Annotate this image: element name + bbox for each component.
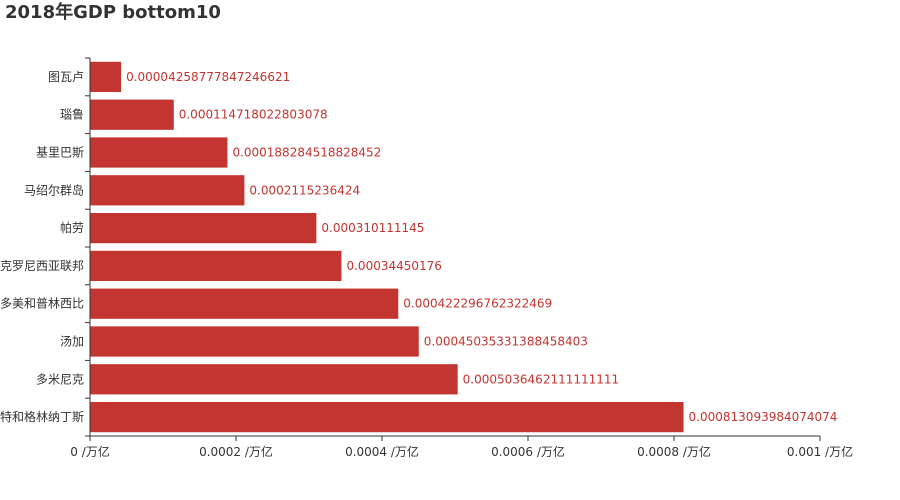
x-tick-label: 0.001 /万亿 — [787, 444, 853, 459]
bar-value-label: 0.00004258777847246621 — [126, 70, 290, 84]
y-tick-label: 瑙鲁 — [60, 108, 84, 122]
y-tick-label: 克罗尼西亚联邦 — [0, 259, 84, 273]
y-tick-label: 特和格林纳丁斯 — [0, 409, 84, 424]
x-tick-label: 0.0008 /万亿 — [637, 444, 711, 459]
x-tick-label: 0 /万亿 — [70, 444, 110, 459]
bar — [90, 137, 228, 168]
bar-value-label: 0.0005036462111111111 — [463, 372, 620, 386]
bar — [90, 364, 458, 395]
bar-value-label: 0.000114718022803078 — [179, 108, 328, 122]
bar-value-label: 0.000813093984074074 — [689, 410, 838, 424]
bar — [90, 288, 399, 319]
y-tick-label: 马绍尔群岛 — [24, 182, 84, 197]
bar-value-label: 0.00034450176 — [346, 259, 441, 273]
y-tick-label: 多米尼克 — [36, 372, 84, 386]
bar-value-label: 0.000422296762322469 — [403, 297, 552, 311]
chart-title: 2018年GDP bottom10 — [5, 2, 221, 23]
bar-value-label: 0.000188284518828452 — [232, 146, 381, 160]
y-tick-label: 多美和普林西比 — [0, 297, 84, 311]
bar-value-label: 0.00045035331388458403 — [424, 335, 588, 349]
bar — [90, 61, 122, 93]
y-tick-label: 汤加 — [60, 335, 84, 349]
bar-value-label: 0.000310111145 — [321, 221, 424, 235]
bar-value-label: 0.0002115236424 — [249, 183, 360, 197]
bar — [90, 326, 419, 357]
bars-group — [90, 61, 684, 433]
y-tick-label: 帕劳 — [60, 220, 84, 235]
bar — [90, 250, 342, 282]
x-axis: 0 /万亿 0.0002 /万亿 0.0004 /万亿 0.0006 /万亿 0.000… — [70, 435, 853, 459]
y-tick-label: 图瓦卢 — [48, 69, 84, 84]
bar — [90, 99, 174, 130]
y-tick-label: 基里巴斯 — [36, 146, 84, 160]
x-tick-label: 0.0004 /万亿 — [345, 444, 419, 459]
bar — [90, 175, 245, 206]
x-tick-label: 0.0006 /万亿 — [491, 444, 565, 459]
bar — [90, 401, 684, 433]
bar — [90, 212, 317, 244]
value-labels-group: 0.000813093984074074 0.000503646211111111… — [126, 70, 837, 424]
x-tick-label: 0.0002 /万亿 — [199, 444, 273, 459]
